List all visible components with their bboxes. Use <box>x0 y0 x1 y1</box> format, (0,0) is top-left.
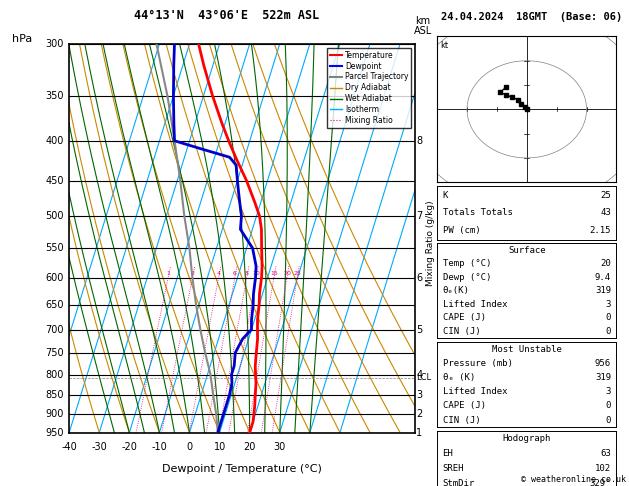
Text: 0: 0 <box>606 401 611 411</box>
Text: 956: 956 <box>595 359 611 368</box>
Text: 450: 450 <box>45 175 64 186</box>
Text: km
ASL: km ASL <box>413 17 432 36</box>
Text: 350: 350 <box>45 91 64 101</box>
Text: 63: 63 <box>600 449 611 458</box>
Text: Hodograph: Hodograph <box>503 434 551 443</box>
Text: Dewpoint / Temperature (°C): Dewpoint / Temperature (°C) <box>162 464 322 474</box>
Text: CIN (J): CIN (J) <box>443 416 480 425</box>
Text: 3: 3 <box>416 390 422 400</box>
Text: 25: 25 <box>600 191 611 200</box>
Text: 4: 4 <box>216 271 221 277</box>
Text: hPa: hPa <box>12 34 32 44</box>
Text: 43: 43 <box>600 208 611 217</box>
Text: 600: 600 <box>46 273 64 282</box>
Text: 0: 0 <box>606 313 611 322</box>
Text: 102: 102 <box>595 464 611 473</box>
Text: 750: 750 <box>45 348 64 358</box>
Text: 20: 20 <box>283 271 291 277</box>
Text: LCL: LCL <box>416 373 431 382</box>
Text: 2: 2 <box>191 271 194 277</box>
Text: 10: 10 <box>252 271 260 277</box>
Text: 850: 850 <box>45 390 64 400</box>
Text: 0: 0 <box>606 416 611 425</box>
Text: 20: 20 <box>243 442 256 452</box>
Text: Lifted Index: Lifted Index <box>443 300 507 309</box>
Text: Surface: Surface <box>508 246 545 255</box>
Text: 550: 550 <box>45 243 64 253</box>
Text: 1: 1 <box>416 428 422 437</box>
Text: 5: 5 <box>416 325 423 334</box>
Text: CAPE (J): CAPE (J) <box>443 401 486 411</box>
Text: 500: 500 <box>45 211 64 221</box>
Text: Temp (°C): Temp (°C) <box>443 260 491 268</box>
Text: K: K <box>443 191 448 200</box>
Text: 319: 319 <box>595 373 611 382</box>
Text: -20: -20 <box>121 442 137 452</box>
Text: θₑ (K): θₑ (K) <box>443 373 475 382</box>
Text: 319: 319 <box>595 286 611 295</box>
Text: 25: 25 <box>293 271 301 277</box>
Text: 9.4: 9.4 <box>595 273 611 282</box>
Text: 800: 800 <box>46 369 64 380</box>
Text: 2.15: 2.15 <box>589 226 611 235</box>
Text: 3: 3 <box>606 387 611 396</box>
Text: 44°13'N  43°06'E  522m ASL: 44°13'N 43°06'E 522m ASL <box>134 9 319 22</box>
Text: 3: 3 <box>606 300 611 309</box>
Text: 6: 6 <box>416 273 422 282</box>
Text: 400: 400 <box>46 136 64 146</box>
Text: -10: -10 <box>152 442 167 452</box>
Text: Totals Totals: Totals Totals <box>443 208 513 217</box>
Text: 4: 4 <box>416 369 422 380</box>
Text: 2: 2 <box>416 409 423 419</box>
Text: Dewp (°C): Dewp (°C) <box>443 273 491 282</box>
Text: CAPE (J): CAPE (J) <box>443 313 486 322</box>
Text: θₑ(K): θₑ(K) <box>443 286 469 295</box>
Text: EH: EH <box>443 449 454 458</box>
Text: 900: 900 <box>46 409 64 419</box>
Text: -30: -30 <box>91 442 107 452</box>
Text: kt: kt <box>441 41 449 50</box>
Text: 6: 6 <box>233 271 237 277</box>
Text: 329°: 329° <box>589 479 611 486</box>
Text: Lifted Index: Lifted Index <box>443 387 507 396</box>
Text: 24.04.2024  18GMT  (Base: 06): 24.04.2024 18GMT (Base: 06) <box>441 12 622 22</box>
Text: 15: 15 <box>270 271 278 277</box>
Text: SREH: SREH <box>443 464 464 473</box>
Text: © weatheronline.co.uk: © weatheronline.co.uk <box>521 474 626 484</box>
Text: 8: 8 <box>416 136 422 146</box>
Text: 30: 30 <box>274 442 286 452</box>
Text: 8: 8 <box>245 271 248 277</box>
Text: 10: 10 <box>213 442 226 452</box>
Text: Mixing Ratio (g/kg): Mixing Ratio (g/kg) <box>426 200 435 286</box>
Text: 1: 1 <box>166 271 170 277</box>
Text: 650: 650 <box>45 299 64 310</box>
Text: 20: 20 <box>600 260 611 268</box>
Text: 0: 0 <box>606 327 611 336</box>
Text: 300: 300 <box>46 39 64 49</box>
Text: 0: 0 <box>186 442 192 452</box>
Text: -40: -40 <box>61 442 77 452</box>
Text: 950: 950 <box>45 428 64 437</box>
Text: CIN (J): CIN (J) <box>443 327 480 336</box>
Text: 700: 700 <box>45 325 64 334</box>
Text: StmDir: StmDir <box>443 479 475 486</box>
Text: Most Unstable: Most Unstable <box>492 345 562 354</box>
Text: Pressure (mb): Pressure (mb) <box>443 359 513 368</box>
Legend: Temperature, Dewpoint, Parcel Trajectory, Dry Adiabat, Wet Adiabat, Isotherm, Mi: Temperature, Dewpoint, Parcel Trajectory… <box>327 48 411 128</box>
Text: PW (cm): PW (cm) <box>443 226 480 235</box>
Text: 7: 7 <box>416 211 423 221</box>
